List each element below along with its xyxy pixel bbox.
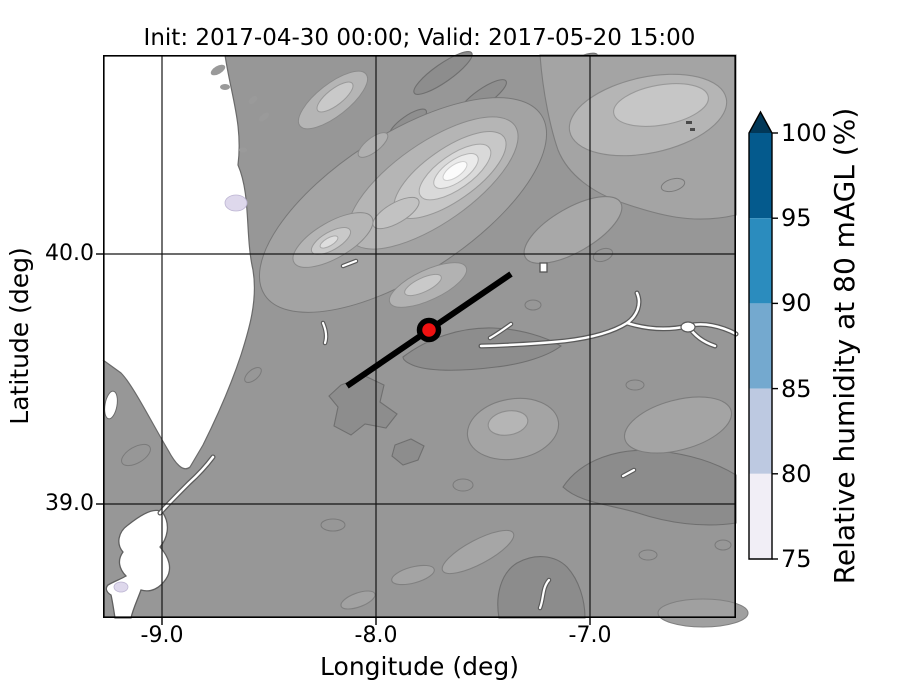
colorbar-tick-label: 80 — [781, 460, 812, 488]
x-axis-label: Longitude (deg) — [320, 652, 519, 681]
station-marker — [416, 317, 442, 343]
colorbar-tick-label: 75 — [781, 545, 812, 573]
humidity-patches — [113, 194, 248, 593]
coastal-hills — [210, 64, 269, 153]
colorbar-ticks — [772, 132, 778, 560]
terrain-mountain-ridge — [258, 70, 548, 313]
ocean-and-coastal-plain — [102, 54, 269, 470]
colorbar-tick-label: 100 — [781, 119, 827, 147]
y-tick-label: 40.0 — [45, 241, 94, 266]
colorbar-segment — [749, 218, 772, 304]
terrain-light-regions — [340, 54, 749, 628]
gridlines — [103, 55, 736, 618]
y-tick-label: 39.0 — [45, 491, 94, 516]
plot-frame — [103, 55, 737, 619]
colorbar-tick-label: 95 — [781, 204, 812, 232]
colorbar-segment — [749, 473, 772, 559]
coastline — [102, 54, 256, 470]
colorbar-tick-label: 85 — [781, 375, 812, 403]
map-plot — [96, 51, 749, 628]
colorbar-extend-arrow — [749, 112, 772, 133]
terrain-dark-regions — [328, 51, 737, 619]
plot-title: Init: 2017-04-30 00:00; Valid: 2017-05-2… — [143, 25, 696, 51]
colorbar-segment — [749, 388, 772, 474]
colorbar-tick-label: 90 — [781, 289, 812, 317]
x-tick-label: -8.0 — [354, 623, 398, 648]
x-tick-label: -9.0 — [140, 623, 184, 648]
axis-ticks — [96, 253, 591, 625]
colorbar-label: Relative humidity at 80 mAGL (%) — [828, 107, 861, 585]
colorbar — [748, 110, 778, 560]
y-axis-label: Latitude (deg) — [5, 247, 34, 425]
colorbar-segment — [749, 133, 772, 219]
colorbar-outline — [748, 110, 773, 560]
colorbar-segment — [749, 303, 772, 389]
x-tick-label: -7.0 — [568, 623, 612, 648]
